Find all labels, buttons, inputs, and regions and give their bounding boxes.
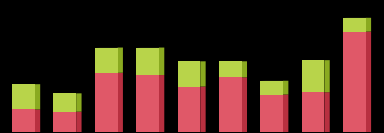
Polygon shape xyxy=(366,18,371,32)
Bar xyxy=(177,87,200,132)
Polygon shape xyxy=(76,112,81,132)
Polygon shape xyxy=(324,92,330,132)
Bar xyxy=(53,93,76,112)
Bar xyxy=(95,73,118,132)
Bar xyxy=(219,61,242,77)
Polygon shape xyxy=(200,86,206,132)
Bar xyxy=(136,75,159,132)
Bar xyxy=(260,95,283,132)
Bar xyxy=(343,18,366,32)
Polygon shape xyxy=(118,73,123,132)
Bar xyxy=(95,48,118,73)
Bar xyxy=(219,77,242,132)
Polygon shape xyxy=(118,47,123,73)
Polygon shape xyxy=(76,93,81,112)
Polygon shape xyxy=(283,81,288,95)
Polygon shape xyxy=(242,61,247,77)
Bar xyxy=(12,109,35,132)
Polygon shape xyxy=(159,47,164,75)
Polygon shape xyxy=(159,75,164,132)
Polygon shape xyxy=(366,32,371,132)
Polygon shape xyxy=(200,61,206,87)
Bar xyxy=(53,112,76,132)
Polygon shape xyxy=(35,109,40,132)
Bar xyxy=(343,32,366,132)
Bar xyxy=(12,84,35,109)
Bar xyxy=(301,92,324,132)
Polygon shape xyxy=(324,60,330,92)
Polygon shape xyxy=(242,77,247,132)
Polygon shape xyxy=(283,94,288,132)
Bar xyxy=(136,48,159,75)
Bar xyxy=(177,61,200,87)
Bar xyxy=(260,81,283,95)
Bar xyxy=(301,60,324,92)
Polygon shape xyxy=(35,84,40,109)
